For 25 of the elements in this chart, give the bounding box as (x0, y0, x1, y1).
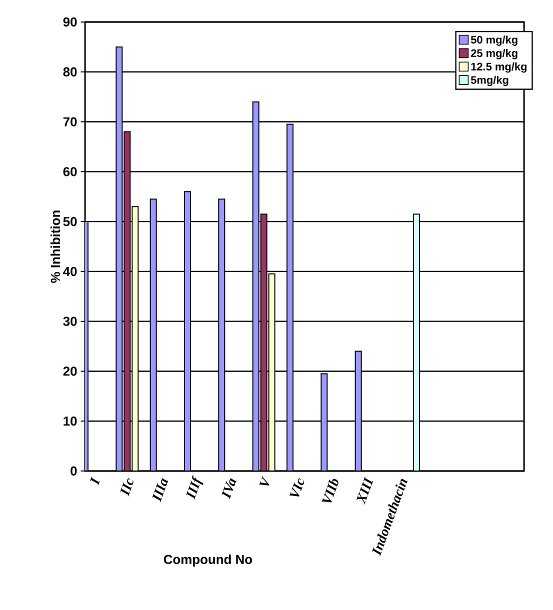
x-tick-label: VIc (290, 478, 304, 496)
y-tick-label: 10 (64, 416, 77, 426)
y-tick-label: 70 (63, 117, 77, 126)
x-tick-label: IIIf (186, 475, 204, 500)
x-axis-title: Compound No (164, 554, 252, 567)
y-tick-label: 0 (70, 466, 77, 476)
x-tick-label: XIII (356, 476, 373, 504)
y-tick-label: 50 (63, 216, 77, 226)
x-tick-label: IIc (120, 478, 134, 496)
y-tick-label: 30 (63, 316, 77, 326)
x-tick-label: V (259, 476, 270, 486)
x-tick-label: I (90, 476, 100, 486)
x-tick-label: IVa (222, 478, 236, 500)
y-tick-label: 80 (63, 67, 77, 76)
y-tick-label: 40 (63, 266, 77, 276)
x-tick-label: IIIa (152, 478, 168, 502)
legend-label: 50 mg/kg (470, 36, 518, 46)
legend-label: 12.5 mg/kg (471, 62, 526, 73)
legend-label: 5mg/kg (470, 76, 508, 86)
y-tick-label: 90 (63, 17, 77, 27)
y-tick-label: 20 (63, 366, 77, 376)
legend-label: 25 mg/kg (470, 48, 518, 60)
y-axis-title: % Inhibition (50, 210, 60, 283)
y-tick-label: 60 (63, 167, 77, 176)
x-tick-label: VIIb (322, 478, 338, 502)
